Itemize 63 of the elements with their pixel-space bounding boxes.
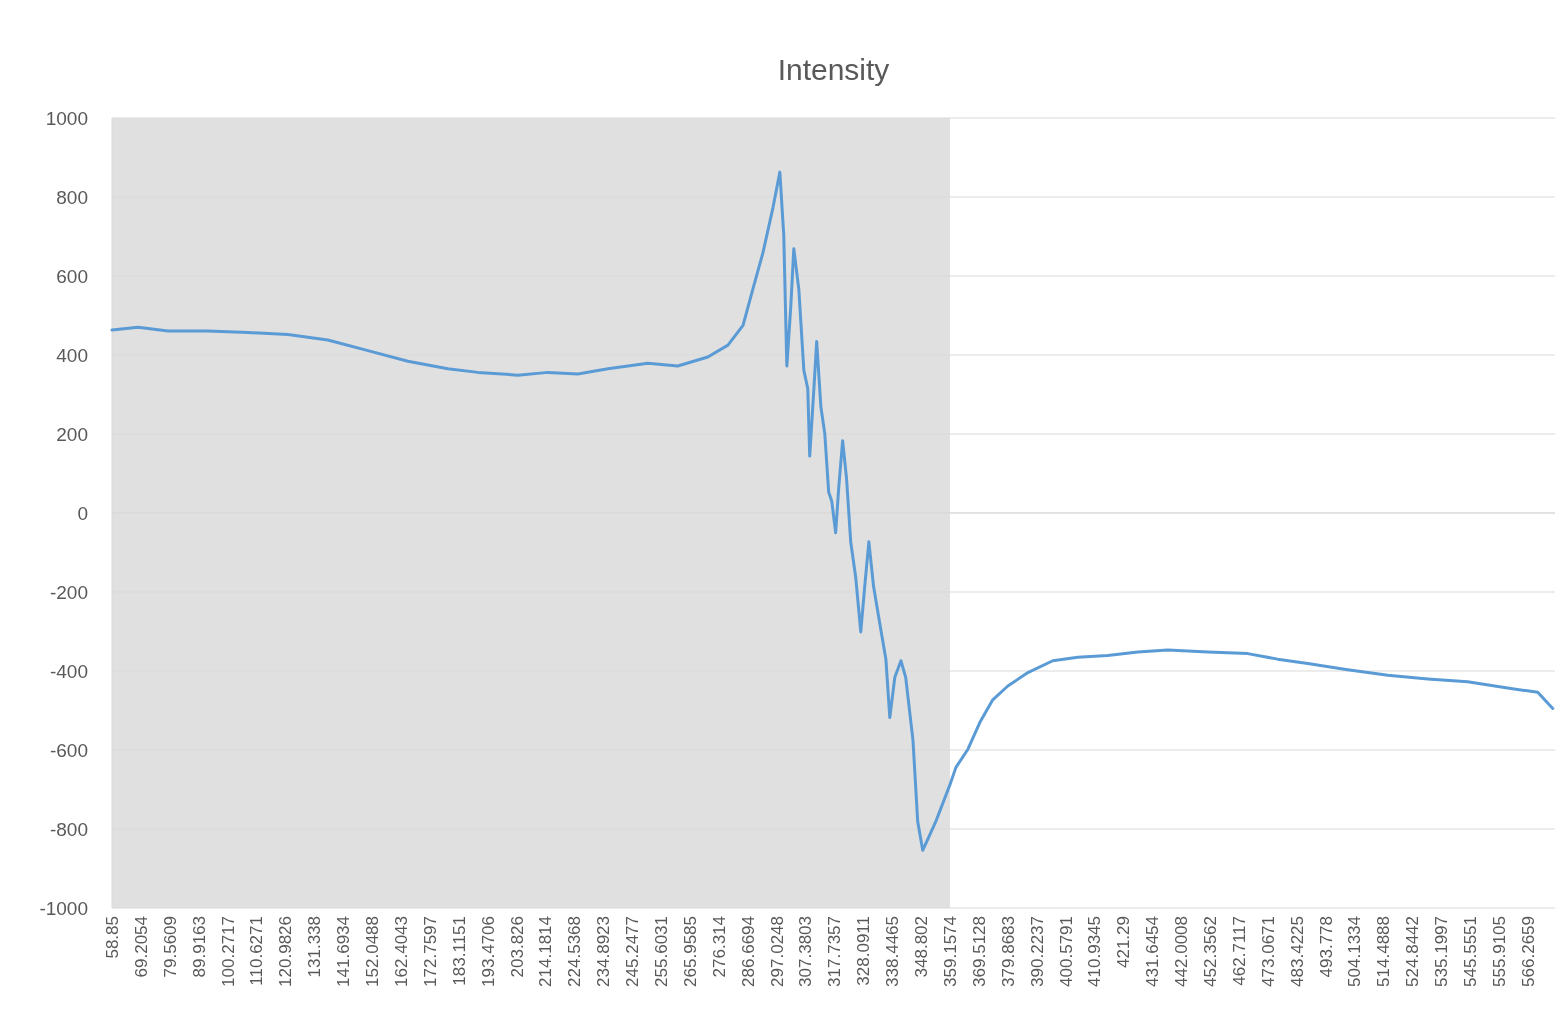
x-tick-label: 379.8683 bbox=[998, 916, 1018, 987]
x-tick-label: 141.6934 bbox=[334, 916, 354, 987]
x-tick-label: 369.5128 bbox=[969, 916, 989, 987]
y-tick-label: -200 bbox=[49, 581, 88, 603]
x-tick-label: 359.1574 bbox=[940, 916, 960, 987]
x-tick-label: 172.7597 bbox=[420, 916, 440, 987]
x-tick-label: 442.0008 bbox=[1172, 916, 1192, 987]
x-tick-label: 120.9826 bbox=[276, 916, 296, 987]
x-tick-label: 473.0671 bbox=[1258, 916, 1278, 987]
x-tick-label: 79.5609 bbox=[160, 916, 180, 978]
x-tick-label: 58.85 bbox=[103, 916, 122, 959]
x-tick-label: 307.3803 bbox=[796, 916, 816, 987]
x-tick-label: 183.1151 bbox=[449, 916, 469, 986]
y-tick-label: 600 bbox=[56, 265, 88, 287]
x-tick-label: 514.4888 bbox=[1374, 916, 1394, 987]
x-tick-label: 493.778 bbox=[1316, 916, 1336, 978]
y-tick-label: 200 bbox=[56, 423, 88, 445]
x-tick-label: 535.1997 bbox=[1432, 916, 1452, 987]
x-tick-label: 348.802 bbox=[912, 916, 932, 978]
x-tick-label: 400.5791 bbox=[1056, 916, 1076, 987]
x-tick-label: 162.4043 bbox=[391, 916, 411, 987]
x-tick-label: 265.9585 bbox=[680, 916, 700, 987]
x-tick-label: 328.0911 bbox=[854, 916, 874, 986]
y-tick-label: -400 bbox=[49, 660, 88, 682]
x-tick-label: 431.6454 bbox=[1143, 916, 1163, 987]
x-tick-label: 131.338 bbox=[305, 916, 325, 978]
line-series bbox=[110, 170, 1555, 852]
x-tick-label: 524.8442 bbox=[1403, 916, 1423, 987]
x-tick-label: 504.1334 bbox=[1345, 916, 1365, 987]
x-tick-label: 462.7117 bbox=[1229, 916, 1249, 986]
x-tick-label: 410.9345 bbox=[1085, 916, 1105, 987]
x-tick-label: 566.2659 bbox=[1518, 916, 1538, 987]
y-tick-label: 800 bbox=[56, 186, 88, 208]
x-tick-label: 545.5551 bbox=[1461, 916, 1481, 987]
x-tick-label: 255.6031 bbox=[652, 916, 671, 987]
y-tick-label: -1000 bbox=[39, 897, 88, 919]
y-tick-label: 0 bbox=[77, 502, 88, 524]
x-tick-label: 286.6694 bbox=[738, 916, 758, 987]
x-tick-label: 390.2237 bbox=[1027, 916, 1047, 987]
x-tick-label: 245.2477 bbox=[623, 916, 643, 987]
x-tick-label: 193.4706 bbox=[478, 916, 498, 987]
x-tick-label: 234.8923 bbox=[594, 916, 614, 987]
x-tick-label: 421.29 bbox=[1114, 916, 1134, 968]
x-tick-label: 214.1814 bbox=[536, 916, 556, 987]
chart-title: Intensity bbox=[777, 53, 890, 86]
x-tick-label: 452.3562 bbox=[1201, 916, 1220, 987]
x-tick-label: 276.314 bbox=[709, 916, 729, 978]
x-tick-label: 89.9163 bbox=[189, 916, 209, 978]
x-tick-label: 483.4225 bbox=[1287, 916, 1307, 987]
y-tick-label: -600 bbox=[49, 739, 88, 761]
x-tick-label: 69.2054 bbox=[131, 916, 151, 978]
y-tick-label: -800 bbox=[49, 818, 88, 840]
x-tick-label: 297.0248 bbox=[767, 916, 787, 987]
x-tick-label: 152.0488 bbox=[363, 916, 383, 987]
x-tick-label: 203.826 bbox=[507, 916, 527, 978]
y-tick-label: 400 bbox=[56, 344, 88, 366]
x-tick-label: 224.5368 bbox=[565, 916, 585, 987]
x-tick-label: 110.6271 bbox=[247, 916, 267, 986]
x-tick-label: 317.7357 bbox=[825, 916, 845, 987]
x-tick-label: 555.9105 bbox=[1489, 916, 1509, 987]
y-tick-label: 1000 bbox=[45, 107, 88, 129]
x-tick-label: 338.4465 bbox=[883, 916, 903, 987]
x-tick-label: 100.2717 bbox=[218, 916, 238, 987]
